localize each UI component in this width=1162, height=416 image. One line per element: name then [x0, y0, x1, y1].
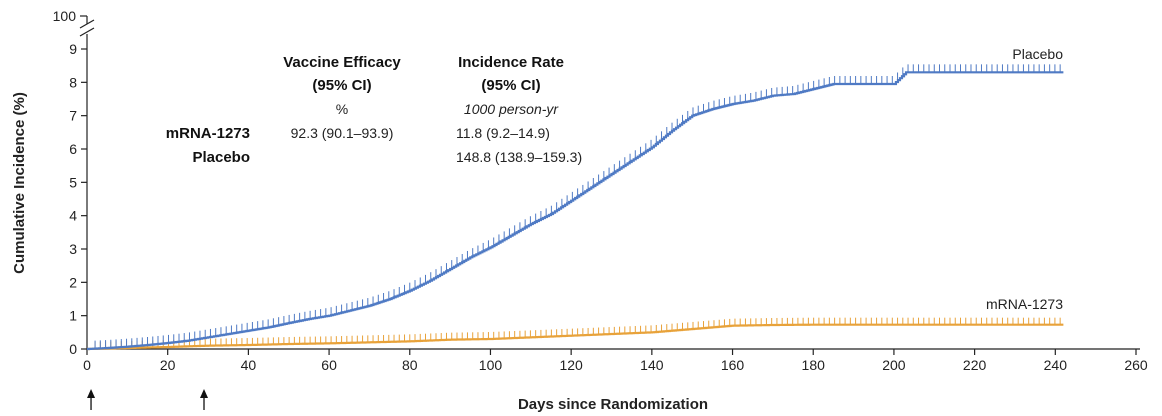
y-tick-label-1: 1: [69, 308, 77, 324]
series-mrna-1273: [87, 317, 1064, 351]
x-tick-label-11: 220: [963, 357, 987, 373]
series-placebo: [87, 64, 1064, 351]
y-tick-label-3: 3: [69, 241, 77, 257]
axes: 100 0 20 40 60 80 100 120 140 160 180 200 220 240 260…: [11, 8, 1148, 413]
efficacy-header-line2: (95% CI): [312, 77, 371, 94]
x-tick-label-3: 60: [321, 357, 337, 373]
x-tick-label-5: 100: [479, 357, 503, 373]
x-tick-label-12: 240: [1044, 357, 1068, 373]
rate-header-line2: (95% CI): [481, 77, 540, 94]
y-tick-label-7: 7: [69, 108, 77, 124]
y-axis-title: Cumulative Incidence (%): [11, 92, 28, 274]
y-tick-label-5: 5: [69, 174, 77, 190]
rate-header-line1: Incidence Rate: [458, 54, 564, 71]
row-rate-placebo: 148.8 (138.9–159.3): [456, 149, 582, 165]
step-curve: [87, 71, 1064, 351]
y-ticks: 0 1 2 3 4 5 6 7 8 9: [69, 41, 87, 357]
x-tick-label-13: 260: [1124, 357, 1148, 373]
efficacy-unit: %: [336, 101, 348, 117]
y-break-label: 100: [53, 8, 77, 24]
rate-unit: 1000 person-yr: [464, 101, 560, 117]
x-tick-label-4: 80: [402, 357, 418, 373]
x-tick-label-9: 180: [802, 357, 826, 373]
x-tick-label-8: 160: [721, 357, 745, 373]
x-tick-label-2: 40: [241, 357, 257, 373]
y-tick-label-2: 2: [69, 274, 77, 290]
x-ticks: 0 20 40 60 80 100 120 140 160 180 200 220 240 260: [83, 349, 1148, 373]
series-label-placebo: Placebo: [1012, 46, 1063, 62]
y-tick-label-6: 6: [69, 141, 77, 157]
y-tick-label-0: 0: [69, 341, 77, 357]
x-tick-label-7: 140: [640, 357, 664, 373]
x-tick-label-0: 0: [83, 357, 91, 373]
efficacy-header-line1: Vaccine Efficacy: [283, 54, 401, 71]
row-label-vaccine: mRNA-1273: [166, 125, 250, 142]
censor-ticks: [94, 64, 1061, 349]
y-tick-label-9: 9: [69, 41, 77, 57]
row-label-placebo: Placebo: [192, 149, 250, 166]
y-tick-label-4: 4: [69, 208, 77, 224]
efficacy-table: Vaccine Efficacy (95% CI) % Incidence Ra…: [166, 54, 582, 166]
step-curve: [87, 323, 1064, 351]
dose-arrows: [87, 389, 209, 410]
row-rate-vaccine: 11.8 (9.2–14.9): [456, 125, 550, 141]
row-efficacy-vaccine: 92.3 (90.1–93.9): [291, 125, 394, 141]
series-label-mrna-1273: mRNA-1273: [986, 296, 1063, 312]
x-tick-label-6: 120: [559, 357, 583, 373]
x-tick-label-1: 20: [160, 357, 176, 373]
x-axis-title: Days since Randomization: [518, 396, 708, 413]
x-tick-label-10: 200: [882, 357, 906, 373]
dose-arrow-1: [87, 389, 96, 410]
y-axis-break-mark: [79, 19, 95, 37]
dose-arrow-2: [200, 389, 209, 410]
y-tick-label-8: 8: [69, 74, 77, 90]
censor-ticks: [94, 317, 1061, 349]
